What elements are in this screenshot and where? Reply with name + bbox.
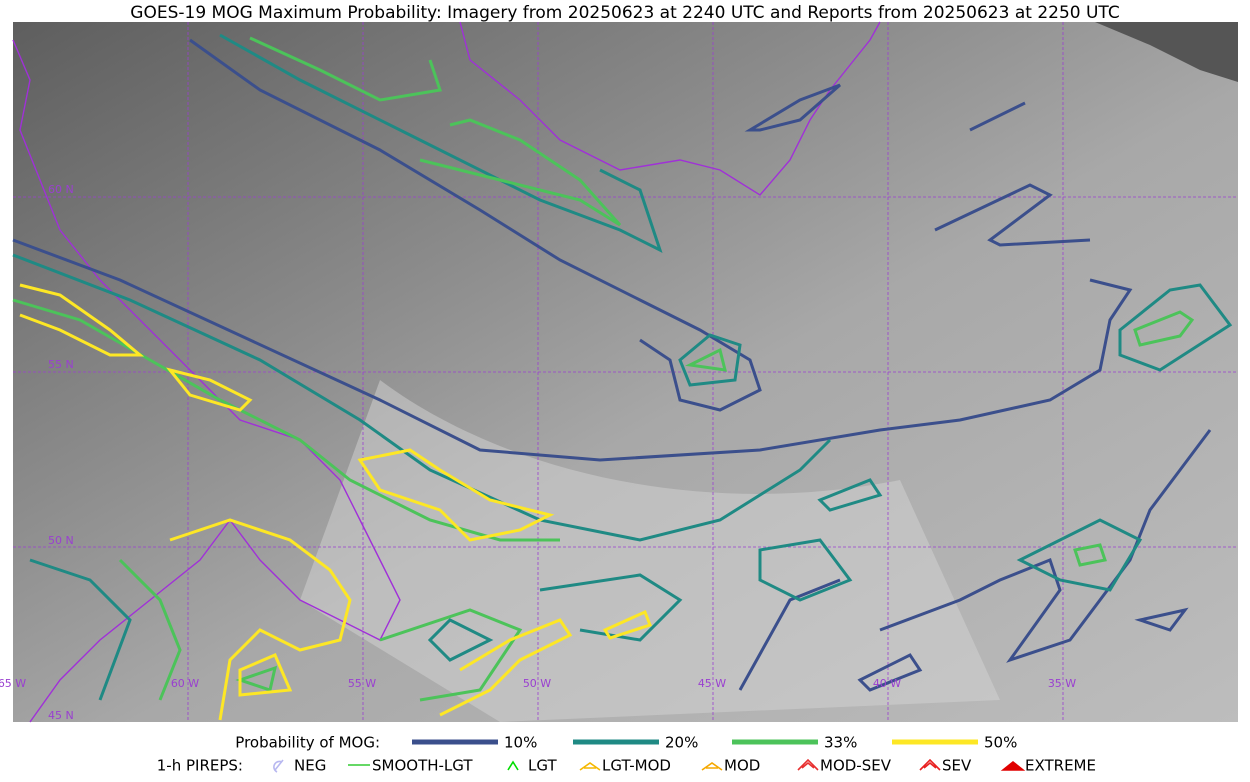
contour-10 bbox=[738, 578, 1189, 692]
legend-label: 50% bbox=[984, 734, 1017, 752]
contour-20 bbox=[678, 283, 1233, 602]
contour-10 bbox=[12, 238, 1133, 462]
lon-label: 65 W bbox=[0, 677, 26, 690]
cloud-band bbox=[300, 380, 1000, 722]
legend-icon bbox=[919, 758, 941, 771]
legend-label: LGT-MOD bbox=[602, 757, 671, 775]
legend-title: Probability of MOG: bbox=[235, 734, 380, 752]
legend-icon bbox=[579, 762, 601, 771]
contour-20 bbox=[12, 253, 832, 542]
contour-20 bbox=[219, 33, 663, 253]
legend-icon bbox=[701, 762, 723, 771]
contour-33 bbox=[118, 558, 523, 702]
contour-10 bbox=[189, 38, 762, 412]
legend-label: 10% bbox=[504, 734, 537, 752]
contour-33 bbox=[12, 298, 1195, 567]
contour-33 bbox=[249, 36, 622, 227]
legend: Probability of MOG: 1-h PIREPS: 10% 20% 33… bbox=[157, 734, 1096, 775]
lon-label: 50 W bbox=[523, 677, 551, 690]
contour-50 bbox=[169, 518, 652, 721]
legend-label: NEG bbox=[294, 757, 326, 775]
legend-icon bbox=[797, 758, 819, 771]
lat-label: 60 N bbox=[48, 183, 74, 196]
lon-label: 45 W bbox=[698, 677, 726, 690]
grid bbox=[13, 22, 1238, 722]
map: 60 N 55 N 50 N 45 N 65 W 60 W 55 W 50 W … bbox=[0, 21, 1238, 723]
legend-icon bbox=[507, 760, 519, 771]
legend-icon bbox=[273, 759, 284, 773]
lat-label: 45 N bbox=[48, 709, 74, 722]
legend-label: LGT bbox=[528, 757, 557, 775]
legend-icon bbox=[1000, 760, 1026, 771]
legend-label: 20% bbox=[665, 734, 698, 752]
grid-labels: 60 N 55 N 50 N 45 N 65 W 60 W 55 W 50 W … bbox=[0, 183, 1076, 722]
lat-label: 55 N bbox=[48, 358, 74, 371]
legend-label: SMOOTH-LGT bbox=[372, 757, 473, 775]
lon-label: 55 W bbox=[348, 677, 376, 690]
legend-label: SEV bbox=[942, 757, 972, 775]
lon-label: 35 W bbox=[1048, 677, 1076, 690]
legend-title: 1-h PIREPS: bbox=[157, 757, 243, 775]
no-data-region bbox=[1095, 22, 1238, 82]
contour-50 bbox=[357, 448, 555, 542]
legend-label: MOD bbox=[724, 757, 760, 775]
contour-20 bbox=[29, 558, 683, 701]
contours bbox=[12, 33, 1233, 721]
contour-10 bbox=[879, 429, 1212, 663]
lat-label: 50 N bbox=[48, 534, 74, 547]
title: GOES-19 MOG Maximum Probability: Imagery… bbox=[130, 3, 1119, 23]
legend-label: EXTREME bbox=[1025, 757, 1096, 775]
contour-10 bbox=[744, 83, 1091, 247]
contour-50 bbox=[19, 283, 253, 412]
legend-label: MOD-SEV bbox=[820, 757, 892, 775]
lon-label: 40 W bbox=[873, 677, 901, 690]
legend-label: 33% bbox=[824, 734, 857, 752]
lon-label: 60 W bbox=[171, 677, 199, 690]
labrador-coast bbox=[12, 39, 401, 723]
